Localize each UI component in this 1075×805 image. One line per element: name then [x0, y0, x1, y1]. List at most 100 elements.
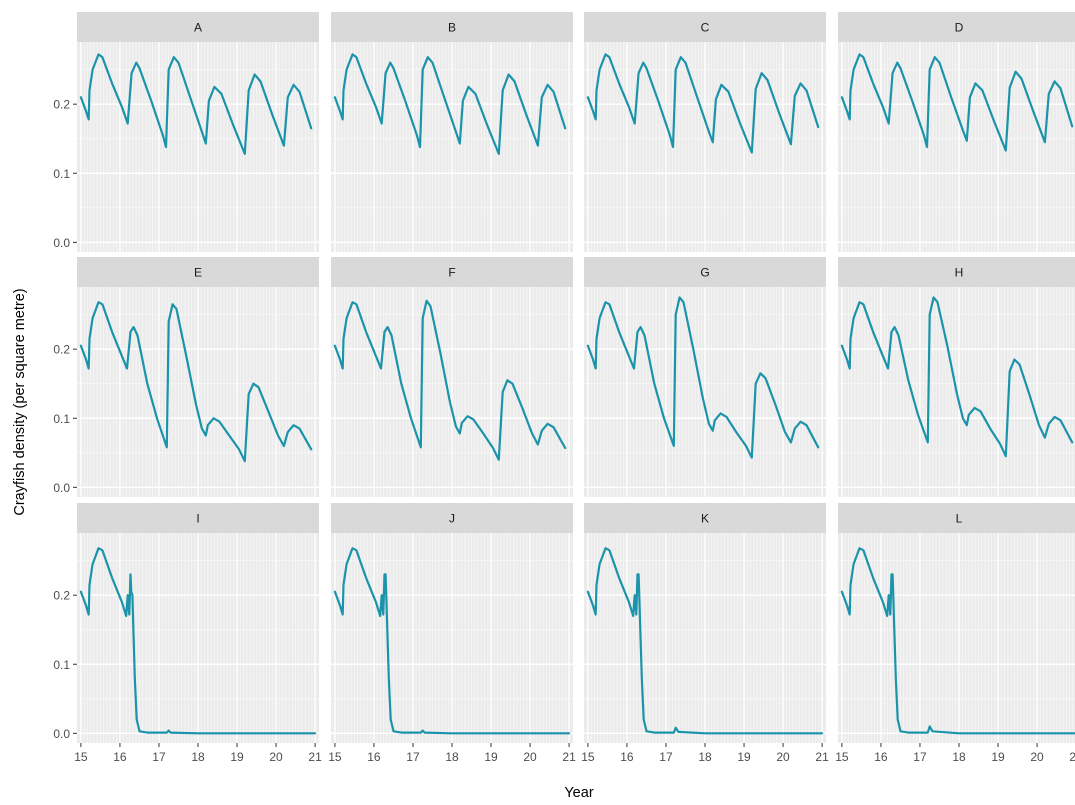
- panel-background-d: [838, 42, 1075, 252]
- y-tick-label-r3-2: 0.2: [53, 589, 70, 603]
- density-line-b: [333, 53, 567, 155]
- facet-label-b: B: [448, 21, 456, 35]
- density-line-j: [333, 547, 571, 735]
- minor-gridlines-f: [331, 287, 573, 497]
- y-tick-label-r1-2: 0.2: [53, 98, 70, 112]
- major-gridlines-j: [331, 533, 573, 743]
- minor-gridlines-c: [584, 42, 826, 252]
- major-gridlines-b: [331, 42, 573, 252]
- axes: 0.0 0.1 0.2 0.0 0.1 0.2 0.0 0.1 0.2 15 16 17 18 19 20 2…: [53, 98, 1075, 764]
- minor-gridlines-k: [584, 533, 826, 743]
- facet-label-l: L: [956, 512, 963, 526]
- density-line-k: [586, 547, 824, 735]
- facet-label-j: J: [449, 512, 455, 526]
- facet-strip-k: [584, 503, 826, 533]
- x-tick-label-j-4: 19: [484, 750, 498, 764]
- facet-strip-l: [838, 503, 1075, 533]
- facet-label-h: H: [955, 266, 964, 280]
- y-tick-label-r2-1: 0.1: [53, 412, 70, 426]
- facet-label-g: G: [700, 266, 709, 280]
- x-tick-label-i-3: 18: [191, 750, 205, 764]
- y-tick-label-r2-2: 0.2: [53, 343, 70, 357]
- minor-gridlines-h: [838, 287, 1075, 497]
- minor-gridlines-l: [838, 533, 1075, 743]
- x-tick-label-k-6: 21: [815, 750, 829, 764]
- density-line-f: [333, 299, 567, 461]
- x-tick-label-i-4: 19: [230, 750, 244, 764]
- x-tick-label-i-5: 20: [269, 750, 283, 764]
- facet-label-e: E: [194, 266, 202, 280]
- density-line-a: [79, 53, 313, 155]
- x-tick-label-k-1: 16: [620, 750, 634, 764]
- facet-panel-a: A: [77, 12, 319, 252]
- x-tick-label-j-3: 18: [445, 750, 459, 764]
- facet-panel-j: J: [331, 503, 573, 743]
- y-axis-title: Crayfish density (per square metre): [12, 288, 28, 515]
- x-tick-label-j-5: 20: [523, 750, 537, 764]
- facet-strip-c: [584, 12, 826, 42]
- facet-panels: A B C D E F G H I J K L: [77, 12, 1075, 743]
- facet-strip-h: [838, 257, 1075, 287]
- major-gridlines-h: [838, 287, 1075, 497]
- facet-panel-d: D: [838, 12, 1075, 252]
- density-line-c: [586, 53, 820, 154]
- x-tick-label-l-4: 19: [991, 750, 1005, 764]
- facet-strip-j: [331, 503, 573, 533]
- facet-panel-b: B: [331, 12, 573, 252]
- x-tick-label-i-1: 16: [113, 750, 127, 764]
- facet-label-i: I: [196, 512, 199, 526]
- major-gridlines-c: [584, 42, 826, 252]
- x-tick-label-k-4: 19: [737, 750, 751, 764]
- facet-strip-d: [838, 12, 1075, 42]
- y-tick-label-r1-1: 0.1: [53, 167, 70, 181]
- major-gridlines-a: [77, 42, 319, 252]
- facet-label-c: C: [701, 21, 710, 35]
- panel-background-l: [838, 533, 1075, 743]
- y-tick-label-r3-1: 0.1: [53, 658, 70, 672]
- facet-strip-f: [331, 257, 573, 287]
- density-line-d: [840, 53, 1074, 152]
- facet-panel-h: H: [838, 257, 1075, 497]
- facet-strip-b: [331, 12, 573, 42]
- density-line-l: [840, 547, 1075, 735]
- x-tick-label-l-5: 20: [1030, 750, 1044, 764]
- major-gridlines-d: [838, 42, 1075, 252]
- x-tick-label-k-3: 18: [698, 750, 712, 764]
- x-axis-title: Year: [564, 785, 593, 801]
- facet-panel-f: F: [331, 257, 573, 497]
- x-tick-label-j-6: 21: [562, 750, 576, 764]
- facet-label-k: K: [701, 512, 709, 526]
- minor-gridlines-i: [77, 533, 319, 743]
- facet-label-f: F: [448, 266, 455, 280]
- facet-panel-k: K: [584, 503, 826, 743]
- density-line-g: [586, 296, 820, 459]
- facet-panel-l: L: [838, 503, 1075, 743]
- facet-strip-a: [77, 12, 319, 42]
- minor-gridlines-d: [838, 42, 1075, 252]
- x-tick-label-l-0: 15: [835, 750, 849, 764]
- x-tick-label-l-2: 17: [913, 750, 927, 764]
- x-tick-label-l-1: 16: [874, 750, 888, 764]
- x-tick-label-k-0: 15: [581, 750, 595, 764]
- facet-panel-i: I: [77, 503, 319, 743]
- density-line-h: [840, 296, 1074, 458]
- facet-panel-c: C: [584, 12, 826, 252]
- facet-panel-g: G: [584, 257, 826, 497]
- major-gridlines-f: [331, 287, 573, 497]
- facet-panel-e: E: [77, 257, 319, 497]
- density-line-e: [79, 301, 313, 463]
- x-tick-label-j-0: 15: [328, 750, 342, 764]
- major-gridlines-g: [584, 287, 826, 497]
- facet-label-d: D: [955, 21, 964, 35]
- x-tick-label-j-1: 16: [367, 750, 381, 764]
- major-gridlines-e: [77, 287, 319, 497]
- y-tick-label-r3-0: 0.0: [53, 727, 70, 741]
- x-tick-label-l-6: 21: [1069, 750, 1075, 764]
- facet-strip-e: [77, 257, 319, 287]
- facet-label-a: A: [194, 21, 202, 35]
- major-gridlines-i: [77, 533, 319, 743]
- x-tick-label-l-3: 18: [952, 750, 966, 764]
- x-tick-label-k-2: 17: [659, 750, 673, 764]
